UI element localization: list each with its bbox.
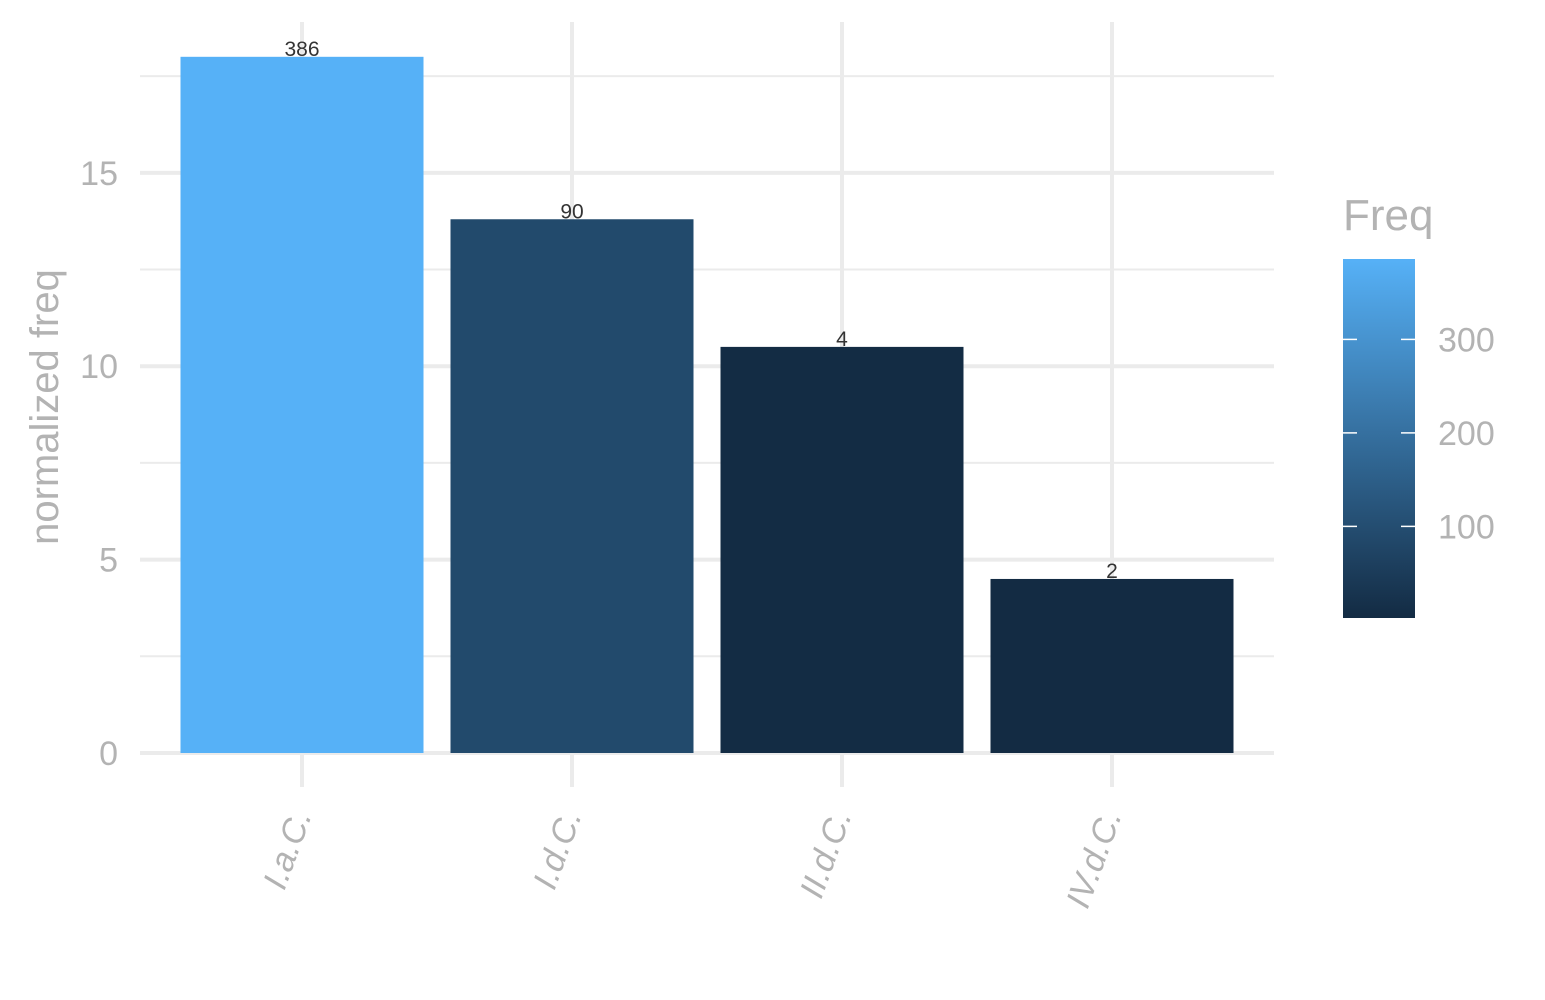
y-tick-label: 0 bbox=[99, 735, 118, 773]
colorbar-legend: Freq 100 200 300 bbox=[1343, 191, 1495, 618]
colorbar-ticks: 100 200 300 bbox=[1343, 321, 1495, 546]
data-labels: 386 90 4 2 bbox=[284, 38, 1117, 583]
x-tick-label: I.a.C. bbox=[256, 805, 319, 894]
y-axis-tick-labels: 0 5 10 15 bbox=[80, 155, 118, 773]
colorbar bbox=[1343, 259, 1415, 618]
bars bbox=[180, 56, 1234, 754]
data-label: 2 bbox=[1106, 560, 1118, 583]
bar bbox=[720, 346, 964, 753]
x-tick-label: II.d.C. bbox=[793, 805, 860, 903]
bar bbox=[180, 56, 424, 754]
colorbar-tick-label: 100 bbox=[1438, 508, 1495, 546]
y-axis-title: normalized freq bbox=[23, 269, 67, 545]
y-tick-label: 15 bbox=[80, 155, 118, 193]
x-tick-label: IV.d.C. bbox=[1059, 805, 1129, 913]
y-tick-label: 5 bbox=[99, 542, 118, 580]
bar bbox=[990, 578, 1234, 753]
data-label: 386 bbox=[284, 38, 319, 61]
colorbar-tick-label: 200 bbox=[1438, 415, 1495, 453]
y-tick-label: 10 bbox=[80, 348, 118, 386]
legend-title: Freq bbox=[1343, 191, 1433, 240]
x-axis-tick-labels: I.a.C. I.d.C. II.d.C. IV.d.C. bbox=[256, 805, 1129, 913]
x-tick-label: I.d.C. bbox=[526, 805, 589, 894]
data-label: 90 bbox=[560, 200, 583, 223]
bar bbox=[450, 219, 694, 753]
colorbar-tick-label: 300 bbox=[1438, 321, 1495, 359]
data-label: 4 bbox=[836, 328, 848, 351]
